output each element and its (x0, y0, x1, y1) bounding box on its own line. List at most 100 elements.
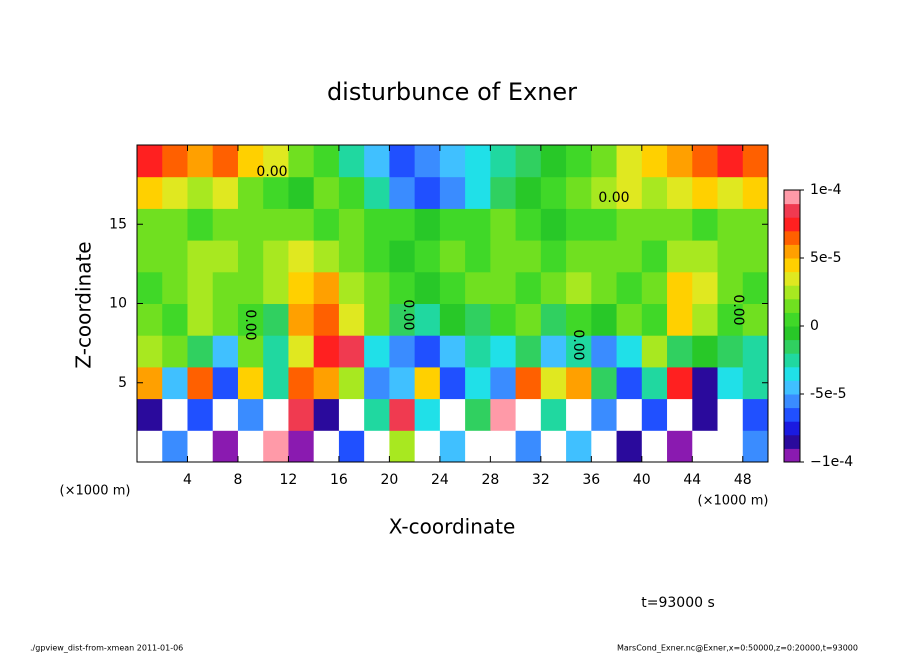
contour-cell (389, 240, 416, 273)
contour-cell (439, 240, 466, 273)
contour-cell (566, 145, 592, 178)
contour-cell (667, 335, 693, 368)
colorbar-swatch (784, 448, 800, 463)
contour-cell (566, 430, 592, 463)
contour-cell (641, 430, 668, 463)
contour-cell (717, 303, 744, 336)
contour-cell (717, 366, 744, 400)
y-axis-label: Z-coordinate (72, 241, 96, 368)
contour-cell (692, 271, 719, 304)
contour-cell (540, 366, 567, 400)
contour-cell (439, 145, 466, 178)
contour-cell (742, 430, 769, 463)
contour-cell (313, 398, 340, 431)
x-unit-left: (×1000 m) (60, 484, 131, 499)
y-tick-label: 15 (109, 216, 127, 232)
contour-cell (641, 208, 668, 241)
contour-cell (187, 335, 214, 368)
contour-cell (616, 240, 643, 273)
contour-cell (162, 335, 188, 368)
contour-cell (414, 430, 441, 463)
contour-cell (187, 398, 214, 431)
contour-cell (490, 366, 517, 400)
contour-cell (389, 176, 416, 209)
contour-cell (515, 303, 542, 336)
contour-cell (338, 366, 365, 400)
contour-cell (717, 176, 744, 209)
contour-cell (742, 271, 769, 304)
contour-cell (566, 208, 592, 241)
contour-cell (515, 398, 542, 431)
contour-cell (667, 366, 693, 400)
contour-cell (263, 335, 289, 368)
contour-cell (414, 271, 441, 304)
contour-cell (692, 430, 719, 463)
colorbar-tick-label: 1e-4 (810, 182, 842, 198)
contour-cell (137, 398, 163, 431)
contour-cell (439, 398, 466, 431)
x-unit-right: (×1000 m) (698, 494, 769, 509)
contour-cell (162, 303, 188, 336)
colorbar-tick-label: -5e-5 (810, 386, 847, 402)
contour-cell (212, 366, 239, 400)
contour-cell (667, 145, 693, 178)
contour-cell (313, 208, 340, 241)
contour-cell (212, 398, 239, 431)
x-tick-label: 12 (280, 472, 298, 488)
contour-cell (263, 208, 289, 241)
colorbar-swatch (784, 339, 800, 354)
contour-cell (490, 208, 517, 241)
contour-cell (187, 271, 214, 304)
colorbar-swatch (784, 421, 800, 436)
contour-cell (162, 176, 188, 209)
contour-cell (288, 303, 315, 336)
contour-cell (566, 366, 592, 400)
contour-cell (641, 366, 668, 400)
contour-cell (439, 303, 466, 336)
colorbar-swatch (784, 258, 800, 273)
contour-cell (389, 398, 416, 431)
contour-cell (540, 430, 567, 463)
contour-cell (692, 240, 719, 273)
contour-cell (162, 271, 188, 304)
contour-cell (439, 176, 466, 209)
contour-cell (414, 335, 441, 368)
contour-cell (641, 335, 668, 368)
contour-cell (338, 303, 365, 336)
contour-cell (566, 398, 592, 431)
contour-cell (667, 240, 693, 273)
x-tick-label: 24 (431, 472, 449, 488)
contour-cell (591, 271, 618, 304)
x-tick-label: 44 (683, 472, 701, 488)
x-axis-label: X-coordinate (389, 515, 516, 539)
contour-cell (162, 398, 188, 431)
contour-cell (591, 303, 618, 336)
colorbar-swatch (784, 434, 800, 449)
contour-cell (414, 145, 441, 178)
contour-cell (389, 145, 416, 178)
contour-cell (187, 430, 214, 463)
y-tick-label: 10 (109, 296, 127, 312)
contour-cell (465, 398, 491, 431)
contour-cell (566, 240, 592, 273)
colorbar-swatch (784, 326, 800, 341)
contour-cell (212, 303, 239, 336)
contour-cell (389, 271, 416, 304)
contour-cell (692, 145, 719, 178)
contour-cell (667, 303, 693, 336)
contour-cell (364, 145, 390, 178)
contour-cell (288, 430, 315, 463)
contour-cell (364, 398, 390, 431)
contour-cell (439, 430, 466, 463)
contour-cell (591, 430, 618, 463)
contour-cell (641, 271, 668, 304)
contour-cell (641, 176, 668, 209)
contour-cell (667, 176, 693, 209)
contour-cell (439, 208, 466, 241)
contour-cell (187, 208, 214, 241)
contour-cell (515, 335, 542, 368)
contour-cell (137, 303, 163, 336)
contour-cell (540, 335, 567, 368)
x-tick-label: 16 (330, 472, 348, 488)
colorbar-swatch (784, 312, 800, 327)
